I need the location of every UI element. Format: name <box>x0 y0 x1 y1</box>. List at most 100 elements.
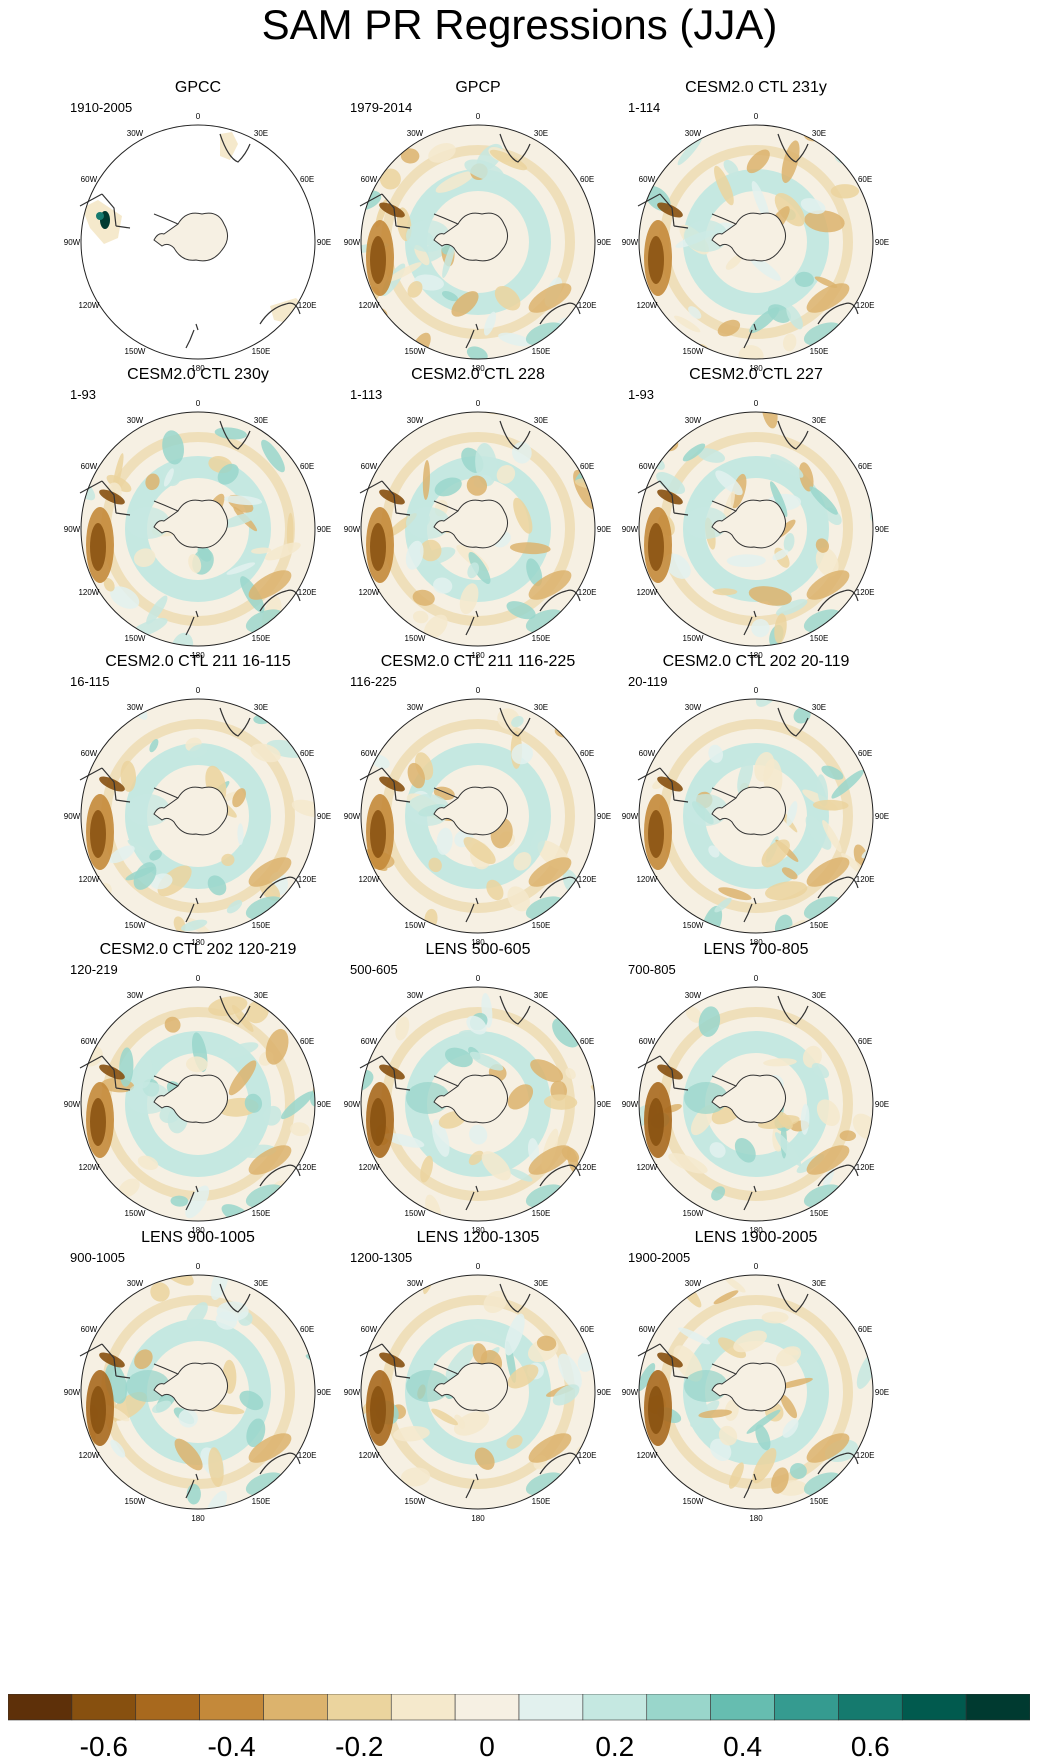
lon-label: 120E <box>856 588 875 597</box>
lon-label: 90W <box>64 1100 81 1109</box>
lon-label: 30W <box>127 416 144 425</box>
polar-map: 0 30E 60E 90E 120E 150E 180 150W 120W 90W 60W 30W <box>344 399 611 660</box>
polar-map: 0 30E 60E 90E 120E 150E 180 150W 120W 90W 60W 30W <box>64 974 331 1235</box>
panel-period: 116-225 <box>350 674 397 689</box>
lon-label: 120W <box>358 588 379 597</box>
panel-period: 700-805 <box>628 962 676 977</box>
lon-label: 120W <box>636 875 657 884</box>
lon-label: 150W <box>125 1209 146 1218</box>
lon-label: 60E <box>580 1037 594 1046</box>
lon-label: 90E <box>317 238 331 247</box>
lon-label: 60E <box>580 462 594 471</box>
lon-label: 90E <box>875 812 889 821</box>
lon-label: 180 <box>471 364 485 373</box>
lon-label: 150W <box>405 634 426 643</box>
lon-label: 120E <box>856 1451 875 1460</box>
lon-label: 60E <box>858 175 872 184</box>
map-panel: GPCC 0 30E 60E 90E 120E 150E 180 150W 120W 90W 60W 3… <box>60 78 360 396</box>
lon-label: 180 <box>471 1514 485 1523</box>
lon-label: 0 <box>754 1262 759 1271</box>
colorbar-segment <box>774 1694 839 1721</box>
lon-label: 30E <box>534 129 548 138</box>
lon-label: 30E <box>254 1279 268 1288</box>
lon-label: 150W <box>125 634 146 643</box>
lon-label: 90E <box>597 525 611 534</box>
lon-label: 120E <box>578 1451 597 1460</box>
lon-label: 60E <box>858 1037 872 1046</box>
lon-label: 60W <box>361 1037 378 1046</box>
lon-label: 180 <box>191 651 205 660</box>
colorbar-segment <box>518 1694 584 1721</box>
lon-label: 90E <box>597 1388 611 1397</box>
lon-label: 120E <box>578 301 597 310</box>
lon-label: 30E <box>812 129 826 138</box>
lon-label: 90E <box>875 1100 889 1109</box>
lon-label: 120E <box>856 875 875 884</box>
lon-label: 120W <box>78 1163 99 1172</box>
polar-map: 0 30E 60E 90E 120E 150E 180 150W 120W 90W 60W 30W <box>344 686 611 947</box>
panel-title: CESM2.0 CTL 230y <box>127 366 269 383</box>
lon-label: 150E <box>252 1497 271 1506</box>
lon-label: 120W <box>358 1163 379 1172</box>
map-panel: LENS 1900-2005 0 30E 60E 90E 120E 150E 180 150W 1… <box>618 1228 918 1546</box>
lon-label: 30W <box>127 1279 144 1288</box>
lon-label: 90W <box>622 812 639 821</box>
lon-label: 30E <box>534 703 548 712</box>
lon-label: 150E <box>532 921 551 930</box>
colorbar-segment <box>838 1694 903 1721</box>
panel-period: 1979-2014 <box>350 100 413 115</box>
panel-period: 1-93 <box>70 387 97 402</box>
lon-label: 120W <box>358 1451 379 1460</box>
lon-label: 120E <box>298 301 317 310</box>
lon-label: 0 <box>476 1262 481 1271</box>
lon-label: 30E <box>812 416 826 425</box>
polar-map: 0 30E 60E 90E 120E 150E 180 150W 120W 90W 60W 30W <box>622 686 889 947</box>
lon-label: 60E <box>300 1325 314 1334</box>
lon-label: 60W <box>81 175 98 184</box>
map-panel: CESM2.0 CTL 202 20-119 0 30E 60E 90E 120E 150E… <box>618 652 918 970</box>
lon-label: 60E <box>858 1325 872 1334</box>
lon-label: 60E <box>580 749 594 758</box>
lon-label: 180 <box>191 364 205 373</box>
panel-period: 20-119 <box>628 674 668 689</box>
lon-label: 150W <box>405 347 426 356</box>
lon-label: 60E <box>580 175 594 184</box>
map-panel: CESM2.0 CTL 202 120-219 0 30E 60E 90E 120E 150… <box>60 940 360 1258</box>
lon-label: 120W <box>636 1163 657 1172</box>
lon-label: 120W <box>78 588 99 597</box>
lon-label: 180 <box>191 938 205 947</box>
lon-label: 60W <box>81 462 98 471</box>
polar-map: 0 30E 60E 90E 120E 150E 180 150W 120W 90W 60W 30W <box>622 974 889 1235</box>
panel-title: CESM2.0 CTL 202 20-119 <box>662 653 850 670</box>
lon-label: 90W <box>344 1388 361 1397</box>
lon-label: 150E <box>810 1497 829 1506</box>
lon-label: 30W <box>407 991 424 1000</box>
map-panel: LENS 1200-1305 0 30E 60E 90E 120E 150E 180 150W 1… <box>340 1228 640 1546</box>
lon-label: 120W <box>636 588 657 597</box>
panel-title: LENS 900-1005 <box>141 1229 255 1246</box>
lon-label: 120E <box>578 588 597 597</box>
lon-label: 60E <box>858 749 872 758</box>
lon-label: 90W <box>64 812 81 821</box>
lon-label: 120E <box>578 875 597 884</box>
lon-label: 30E <box>812 703 826 712</box>
lon-label: 120E <box>856 301 875 310</box>
panel-title: GPCC <box>174 79 222 96</box>
panel-period: 1900-2005 <box>628 1250 691 1265</box>
lon-label: 0 <box>196 399 201 408</box>
lon-label: 90W <box>622 238 639 247</box>
lon-label: 150W <box>683 634 704 643</box>
lon-label: 90W <box>622 1100 639 1109</box>
panel-title: CESM2.0 CTL 202 120-219 <box>99 941 297 958</box>
lon-label: 60W <box>81 749 98 758</box>
lon-label: 30W <box>685 416 702 425</box>
lon-label: 150E <box>532 1497 551 1506</box>
colorbar-segment <box>582 1694 648 1721</box>
lon-label: 150W <box>125 921 146 930</box>
panel-title: LENS 1900-2005 <box>694 1229 818 1246</box>
lon-label: 30W <box>407 129 424 138</box>
lon-label: 90E <box>317 525 331 534</box>
lon-label: 150E <box>252 347 271 356</box>
lon-label: 90W <box>344 525 361 534</box>
